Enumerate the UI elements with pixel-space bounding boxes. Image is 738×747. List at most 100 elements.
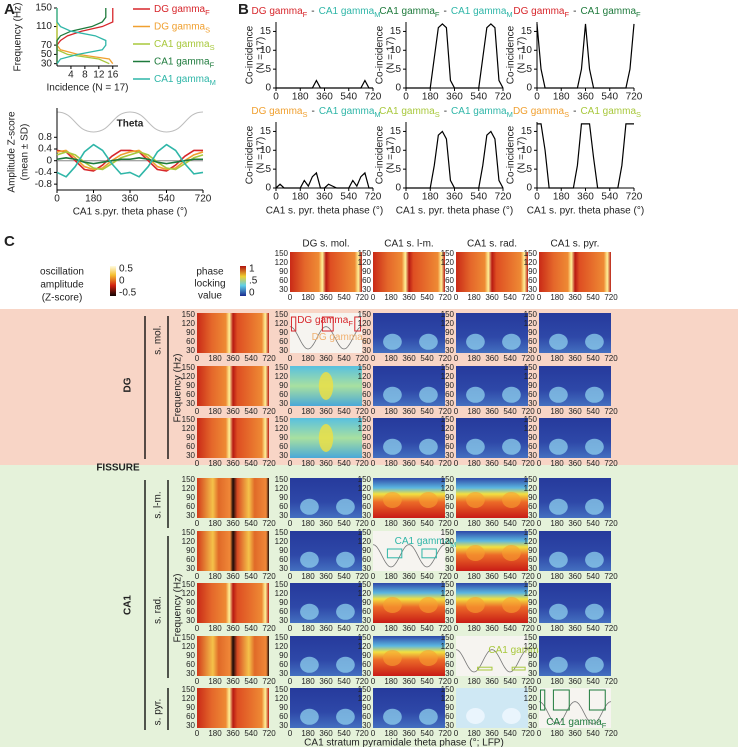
x-tick-label: 180 bbox=[208, 624, 222, 633]
x-tick-label: 720 bbox=[355, 519, 369, 528]
y-tick-label: 150 bbox=[441, 415, 455, 424]
label-text: CA1 gamma bbox=[451, 106, 507, 117]
label-text: CA1 gamma bbox=[379, 6, 435, 17]
x-tick-label: 0 bbox=[537, 729, 542, 738]
dg-background bbox=[0, 309, 738, 465]
x-tick-label: 720 bbox=[521, 354, 535, 363]
y-tick-label: 90 bbox=[445, 328, 454, 337]
heatmap-blob bbox=[383, 650, 402, 666]
x-tick-label: 0 bbox=[288, 293, 293, 302]
y-tick-label: 90 bbox=[528, 651, 537, 660]
y-tick-label: 15 bbox=[390, 26, 402, 37]
y-tick-label: 60 bbox=[362, 442, 371, 451]
y-tick-label: 5 bbox=[265, 164, 271, 175]
y-tick-label: 60 bbox=[279, 442, 288, 451]
x-tick-label: 540 bbox=[244, 624, 258, 633]
colorbar-tick-label: -0.5 bbox=[119, 288, 137, 299]
theta-reference bbox=[455, 649, 529, 673]
x-tick-label: 0 bbox=[534, 92, 540, 103]
label-text: - bbox=[311, 6, 314, 17]
x-tick-label: 0 bbox=[371, 677, 376, 686]
x-tick-label: 540 bbox=[244, 572, 258, 581]
y-tick-label: 60 bbox=[186, 555, 195, 564]
y-tick-label: 30 bbox=[186, 669, 195, 678]
y-axis-label: Amplitude Z-score bbox=[7, 111, 18, 193]
y-tick-label: 150 bbox=[524, 475, 538, 484]
label-text: CA1 gamma bbox=[580, 106, 636, 117]
theta-reference bbox=[289, 326, 363, 350]
subscript: S bbox=[363, 336, 368, 345]
y-tick-label: 30 bbox=[362, 616, 371, 625]
x-tick-label: 0 bbox=[371, 624, 376, 633]
heatmap-blob bbox=[300, 708, 319, 725]
x-tick-label: 720 bbox=[438, 293, 452, 302]
x-tick-label: 720 bbox=[195, 194, 212, 205]
heatmap bbox=[197, 418, 269, 458]
x-tick-label: 540 bbox=[340, 192, 357, 203]
subscript: M bbox=[507, 110, 513, 119]
x-tick-label: 540 bbox=[503, 519, 517, 528]
y-tick-label: 150 bbox=[358, 528, 372, 537]
y-tick-label: 30 bbox=[186, 564, 195, 573]
y-tick-label: 30 bbox=[41, 58, 53, 69]
y-tick-label: 60 bbox=[186, 607, 195, 616]
series-line bbox=[56, 156, 203, 165]
y-tick-label: 120 bbox=[182, 694, 196, 703]
colorbar-label: oscillation bbox=[40, 267, 84, 278]
x-tick-label: 720 bbox=[262, 407, 276, 416]
x-tick-label: 180 bbox=[208, 677, 222, 686]
y-tick-label: 90 bbox=[279, 546, 288, 555]
y-tick-label: 90 bbox=[362, 651, 371, 660]
legend-entry: CA1 gammaF bbox=[154, 56, 215, 70]
heatmap-blob bbox=[549, 551, 568, 568]
heatmap bbox=[197, 478, 269, 518]
x-tick-label: 360 bbox=[226, 459, 240, 468]
x-tick-label: 360 bbox=[568, 293, 582, 302]
y-tick-label: 150 bbox=[441, 310, 455, 319]
gamma-window bbox=[477, 666, 493, 671]
y-tick-label: 30 bbox=[186, 616, 195, 625]
x-tick-label: 540 bbox=[601, 192, 618, 203]
y-tick-label: 30 bbox=[362, 451, 371, 460]
x-tick-label: 180 bbox=[208, 519, 222, 528]
x-tick-label: 720 bbox=[438, 354, 452, 363]
y-tick-label: 60 bbox=[528, 555, 537, 564]
x-tick-label: 720 bbox=[604, 677, 618, 686]
x-tick-label: 180 bbox=[384, 407, 398, 416]
x-tick-label: 180 bbox=[301, 293, 315, 302]
y-tick-label: 150 bbox=[441, 633, 455, 642]
x-tick-label: 180 bbox=[301, 572, 315, 581]
x-tick-label: 0 bbox=[537, 354, 542, 363]
y-tick-label: 90 bbox=[279, 433, 288, 442]
row-label: s. mol. bbox=[153, 325, 164, 354]
x-tick-label: 180 bbox=[550, 624, 564, 633]
x-tick-label: 540 bbox=[420, 459, 434, 468]
gamma-window bbox=[386, 548, 403, 559]
label-text: - bbox=[311, 106, 314, 117]
y-tick-label: 0 bbox=[526, 183, 532, 194]
y-tick-label: 150 bbox=[358, 580, 372, 589]
y-tick-label: 0 bbox=[395, 183, 401, 194]
x-tick-label: 0 bbox=[195, 407, 200, 416]
x-tick-label: 360 bbox=[226, 729, 240, 738]
x-tick-label: 0 bbox=[454, 624, 459, 633]
x-tick-label: 720 bbox=[521, 459, 535, 468]
x-tick-label: 360 bbox=[485, 407, 499, 416]
heatmap bbox=[539, 252, 611, 292]
y-tick-label: 90 bbox=[528, 598, 537, 607]
y-axis-label: Co-incidence bbox=[506, 125, 517, 184]
x-tick-label: 540 bbox=[420, 293, 434, 302]
x-tick-label: 0 bbox=[195, 519, 200, 528]
y-tick-label: 0 bbox=[265, 183, 271, 194]
y-tick-label: 5 bbox=[526, 64, 532, 75]
x-tick-label: 720 bbox=[365, 92, 382, 103]
y-tick-label: 60 bbox=[445, 607, 454, 616]
heatmap-blob bbox=[466, 708, 485, 724]
heatmap-blob bbox=[502, 492, 521, 508]
label-text: - bbox=[573, 106, 576, 117]
heatmap bbox=[197, 531, 269, 571]
x-tick-label: 180 bbox=[384, 624, 398, 633]
x-tick-label: 720 bbox=[604, 459, 618, 468]
x-tick-label: 0 bbox=[371, 293, 376, 302]
y-tick-label: 90 bbox=[445, 493, 454, 502]
